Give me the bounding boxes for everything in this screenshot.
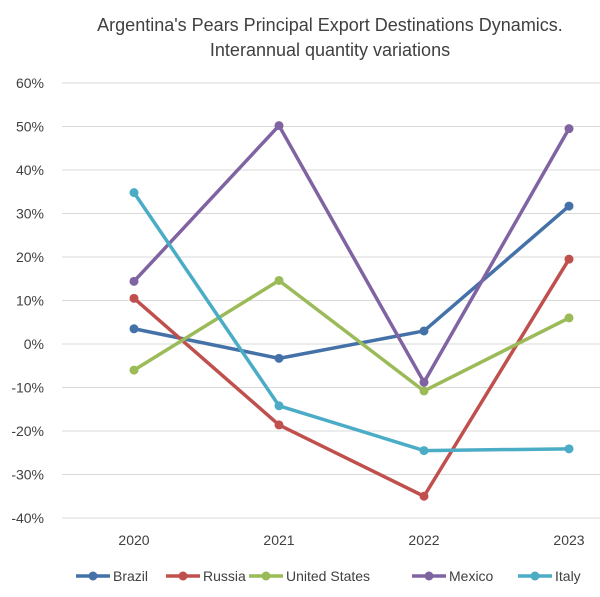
legend-label-mexico: Mexico: [449, 568, 494, 584]
data-point-united-states-2023: [564, 313, 574, 323]
data-point-mexico-2023: [564, 124, 574, 134]
legend-item-italy: Italy: [518, 568, 581, 584]
data-point-russia-2022: [419, 491, 429, 501]
data-point-mexico-2022: [419, 377, 429, 387]
x-tick-label: 2022: [408, 532, 439, 548]
data-point-brazil-2022: [419, 326, 429, 336]
y-tick-label: -40%: [11, 510, 44, 526]
data-point-russia-2023: [564, 254, 574, 264]
legend-item-united-states: United States: [249, 568, 370, 584]
y-tick-label: 10%: [16, 293, 44, 309]
chart-title-line-1: Argentina's Pears Principal Export Desti…: [97, 15, 563, 35]
data-point-united-states-2022: [419, 386, 429, 396]
series-lines: [129, 121, 574, 501]
legend-label-italy: Italy: [555, 568, 581, 584]
chart-title-line-2: Interannual quantity variations: [210, 40, 450, 60]
legend-marker-russia: [178, 571, 188, 581]
data-point-mexico-2021: [274, 121, 284, 131]
legend-label-russia: Russia: [203, 568, 246, 584]
data-point-italy-2021: [274, 401, 284, 411]
series-russia: [129, 254, 574, 501]
series-mexico: [129, 121, 574, 387]
series-brazil: [129, 201, 574, 363]
y-tick-label: -10%: [11, 380, 44, 396]
legend-label-united-states: United States: [286, 568, 370, 584]
y-tick-label: 0%: [24, 336, 44, 352]
legend-marker-italy: [530, 571, 540, 581]
y-tick-label: 60%: [16, 75, 44, 91]
data-point-russia-2020: [129, 293, 139, 303]
legend-marker-united-states: [261, 571, 271, 581]
y-axis: -40% -30% -20% -10% 0% 10% 20% 30% 40% 50% 60%: [11, 75, 44, 526]
data-point-brazil-2020: [129, 324, 139, 334]
data-point-russia-2021: [274, 420, 284, 430]
y-tick-label: 20%: [16, 249, 44, 265]
data-point-italy-2020: [129, 188, 139, 198]
data-point-italy-2023: [564, 444, 574, 454]
series-line-brazil: [132, 204, 571, 361]
legend-item-brazil: Brazil: [76, 568, 148, 584]
series-united-states: [129, 275, 574, 396]
series-line-mexico: [132, 123, 571, 385]
y-tick-label: 40%: [16, 162, 44, 178]
series-line-united-states: [132, 278, 571, 393]
data-point-mexico-2020: [129, 276, 139, 286]
series-italy: [129, 188, 574, 456]
data-point-brazil-2023: [564, 201, 574, 211]
x-tick-label: 2021: [263, 532, 294, 548]
y-tick-label: 30%: [16, 206, 44, 222]
data-point-united-states-2020: [129, 365, 139, 375]
legend-label-brazil: Brazil: [113, 568, 148, 584]
x-tick-label: 2023: [553, 532, 584, 548]
series-line-italy: [132, 190, 571, 453]
gridlines: [62, 82, 600, 519]
series-line-russia: [132, 257, 571, 498]
data-point-united-states-2021: [274, 275, 284, 285]
legend-marker-brazil: [88, 571, 98, 581]
legend-item-russia: Russia: [166, 568, 246, 584]
data-point-brazil-2021: [274, 353, 284, 363]
y-tick-label: -30%: [11, 467, 44, 483]
legend-item-mexico: Mexico: [412, 568, 494, 584]
legend: Brazil Russia United States Mexico Italy: [76, 568, 581, 584]
legend-marker-mexico: [424, 571, 434, 581]
y-tick-label: -20%: [11, 423, 44, 439]
data-point-italy-2022: [419, 446, 429, 456]
y-tick-label: 50%: [16, 119, 44, 135]
x-tick-label: 2020: [118, 532, 149, 548]
x-axis: 2020 2021 2022 2023: [118, 532, 584, 548]
